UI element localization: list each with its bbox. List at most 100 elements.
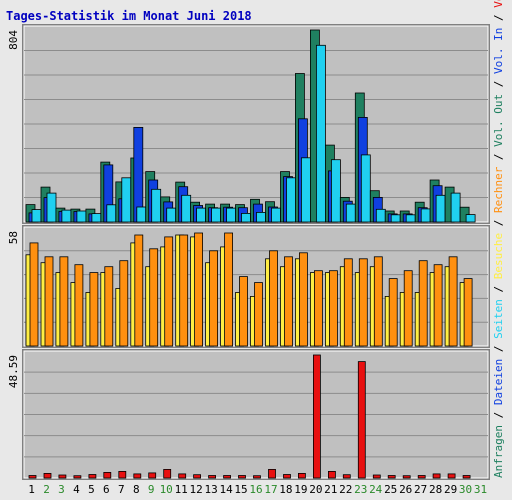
- bar-rechner-day-11: [179, 234, 189, 347]
- bar-rechner-day-21: [328, 270, 338, 347]
- bar-volumen-day-6: [103, 471, 112, 479]
- panel-bot: 48.59: [7, 349, 490, 480]
- bar-seiten-day-18: [286, 177, 296, 223]
- bar-seiten-day-7: [121, 177, 132, 223]
- x-label-day-26: 26: [399, 483, 412, 496]
- bar-seiten-day-20: [315, 44, 326, 223]
- bar-volumen-day-26: [402, 475, 411, 479]
- bar-volumen-day-27: [417, 475, 426, 479]
- bar-seiten-day-13: [211, 207, 222, 223]
- bar-volumen-day-11: [178, 473, 187, 479]
- x-label-day-7: 7: [118, 483, 125, 496]
- bar-rechner-day-28: [433, 264, 443, 347]
- legend-anfragen: Anfragen: [492, 425, 505, 478]
- legend-separator: /: [492, 405, 505, 425]
- panel-mid: 58: [7, 225, 490, 348]
- bar-seiten-day-10: [166, 207, 177, 223]
- x-label-day-31: 31: [474, 483, 487, 496]
- x-label-day-23: 23: [354, 483, 367, 496]
- bar-seiten-day-29: [450, 192, 461, 223]
- bar-volumen-day-22: [342, 474, 351, 479]
- bar-volumen-day-3: [58, 474, 67, 479]
- bar-rechner-day-29: [448, 256, 458, 347]
- bar-rechner-day-2: [44, 256, 54, 347]
- side-legend: Anfragen / Dateien / Seiten / Besuche / …: [492, 0, 505, 478]
- bar-volumen-day-9: [148, 472, 157, 479]
- bar-volumen-day-21: [327, 470, 336, 479]
- bar-seiten-day-5: [91, 213, 102, 223]
- x-label-day-18: 18: [279, 483, 292, 496]
- bar-volumen-day-23: [357, 361, 366, 479]
- x-label-day-4: 4: [73, 483, 80, 496]
- x-label-day-28: 28: [429, 483, 442, 496]
- bar-volumen-day-18: [283, 474, 291, 479]
- bar-seiten-day-4: [76, 210, 87, 223]
- bar-seiten-day-24: [375, 208, 386, 223]
- panel-top: 804: [7, 24, 490, 224]
- x-label-day-15: 15: [234, 483, 247, 496]
- legend-dateien: Dateien: [492, 359, 505, 405]
- bar-rechner-day-13: [209, 250, 219, 347]
- bar-seiten-day-19: [300, 157, 311, 223]
- x-label-day-6: 6: [103, 483, 110, 496]
- x-label-day-21: 21: [324, 483, 337, 496]
- legend-vol-out: Vol. Out: [492, 94, 505, 147]
- bar-rechner-day-15: [239, 276, 248, 347]
- x-label-day-30: 30: [459, 483, 472, 496]
- x-label-day-8: 8: [133, 483, 140, 496]
- bar-volumen-day-12: [193, 474, 202, 479]
- bar-seiten-day-17: [271, 207, 281, 223]
- bar-seiten-day-11: [181, 194, 192, 223]
- legend-seiten: Seiten: [492, 299, 505, 339]
- bar-volumen-day-25: [387, 475, 396, 479]
- bar-rechner-day-6: [104, 266, 114, 347]
- bar-rechner-day-16: [254, 282, 263, 347]
- x-label-day-19: 19: [294, 483, 307, 496]
- legend-separator: /: [492, 74, 505, 94]
- y-max-label: 48.59: [7, 355, 20, 388]
- bar-volumen-day-20: [312, 354, 321, 479]
- bar-rechner-day-19: [298, 252, 308, 347]
- bar-rechner-day-25: [388, 278, 398, 347]
- bar-seiten-day-23: [360, 154, 371, 223]
- bar-volumen-day-24: [372, 474, 381, 479]
- bar-volumen-day-13: [208, 475, 217, 479]
- bar-rechner-day-20: [313, 270, 323, 347]
- bar-volumen-day-15: [238, 475, 246, 479]
- bar-seiten-day-28: [435, 194, 446, 223]
- bar-volumen-day-7: [118, 470, 127, 479]
- bar-rechner-day-4: [74, 264, 84, 347]
- bar-volumen-day-4: [73, 475, 82, 479]
- bar-seiten-day-14: [226, 207, 237, 223]
- bar-rechner-day-18: [284, 256, 293, 347]
- bar-volumen-day-1: [28, 475, 37, 479]
- bar-rechner-day-8: [134, 234, 144, 347]
- x-label-day-22: 22: [339, 483, 352, 496]
- x-axis-labels: 1 2 3 4 5 6 7 8 9 10 11 12 13 14 15 16 17 18 19 20 21 22 23 24 2…: [28, 483, 487, 496]
- bar-seiten-day-12: [196, 207, 207, 223]
- x-label-day-20: 20: [309, 483, 322, 496]
- bar-seiten-day-1: [31, 209, 42, 223]
- side-legend-text: Anfragen / Dateien / Seiten / Besuche / …: [492, 0, 505, 478]
- bar-seiten-day-8: [136, 206, 147, 223]
- x-label-day-3: 3: [58, 483, 65, 496]
- x-label-day-29: 29: [444, 483, 457, 496]
- legend-separator: /: [492, 147, 505, 167]
- bar-rechner-day-12: [194, 232, 204, 347]
- bar-volumen-day-10: [163, 468, 172, 479]
- bar-rechner-day-9: [149, 248, 159, 347]
- bar-rechner-day-27: [418, 260, 428, 347]
- bar-volumen-day-8: [133, 473, 142, 479]
- legend-separator: /: [492, 279, 505, 299]
- bar-rechner-day-14: [224, 232, 234, 347]
- x-label-day-10: 10: [160, 483, 173, 496]
- bar-seiten-day-26: [405, 214, 416, 223]
- bar-rechner-day-22: [343, 258, 353, 347]
- bar-seiten-day-21: [330, 159, 341, 223]
- bar-rechner-day-17: [269, 250, 278, 347]
- x-label-day-2: 2: [43, 483, 50, 496]
- bar-seiten-day-2: [46, 192, 57, 223]
- legend-vol-in: Vol. In: [492, 28, 505, 74]
- legend-besuche: Besuche: [492, 233, 505, 279]
- chart-panels: 804 58 48.59: [7, 24, 490, 480]
